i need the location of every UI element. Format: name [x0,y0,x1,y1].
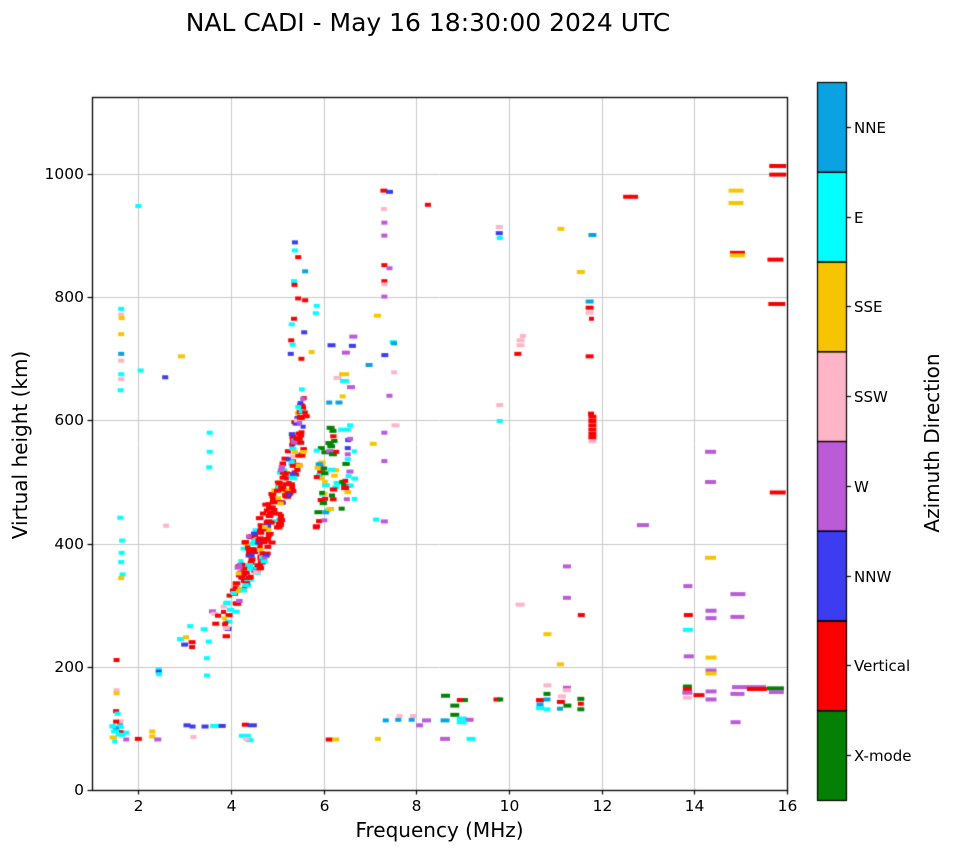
colorbar-axis-label: Azimuth Direction [920,353,944,533]
x-tick-label: 6 [319,797,330,815]
x-tick-label: 4 [226,797,237,815]
colorbar-tick-label-x-mode: X-mode [854,746,912,765]
x-tick-label: 10 [499,797,520,815]
plot-title: NAL CADI - May 16 18:30:00 2024 UTC [185,8,671,37]
colorbar-tick-label-vertical: Vertical [854,656,911,675]
y-tick-label: 800 [54,287,84,306]
colorbar-tick-label-w: W [854,477,869,496]
x-tick-label: 12 [592,797,613,815]
y-tick-label: 0 [74,780,84,799]
colorbar-tick-label-ssw: SSW [854,387,888,406]
colorbar-tick-label-sse: SSE [854,297,883,316]
y-tick-label: 1000 [44,164,84,183]
y-tick-label: 200 [54,657,84,676]
y-tick-label: 400 [54,534,84,553]
y-axis-label: Virtual height (km) [8,350,32,540]
colorbar-tick-label-nnw: NNW [854,567,892,586]
x-tick-label: 2 [133,797,144,815]
colorbar-tick-label-e: E [854,208,864,227]
y-tick-label: 600 [54,410,84,429]
colorbar-tick-label-nne: NNE [854,118,886,137]
x-tick-label: 16 [777,797,798,815]
x-axis-label: Frequency (MHz) [355,818,524,842]
x-tick-label: 14 [684,797,705,815]
x-tick-label: 8 [411,797,422,815]
